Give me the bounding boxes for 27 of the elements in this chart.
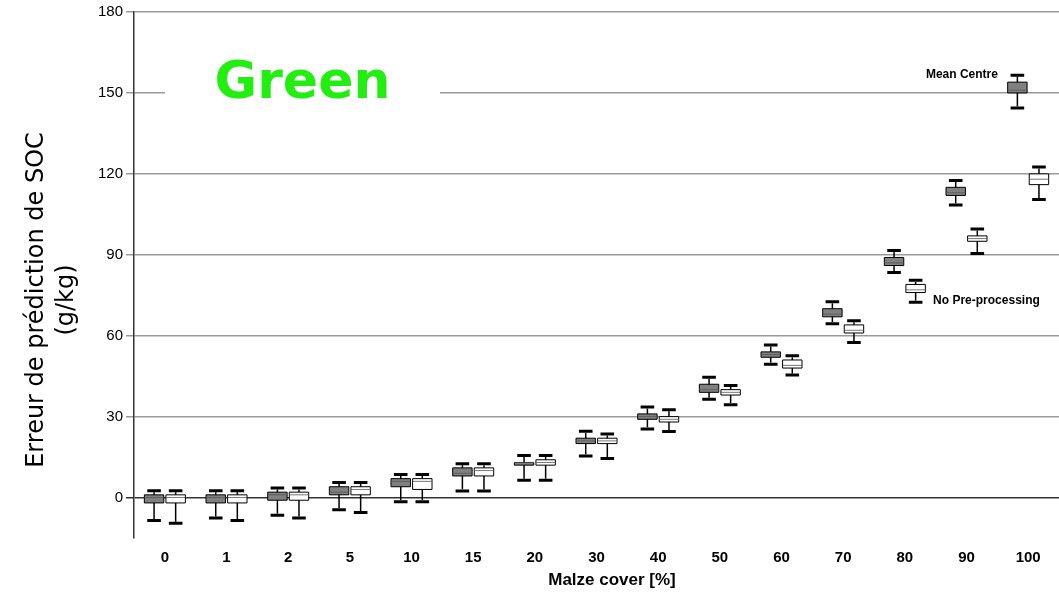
x-tick-label: 1 xyxy=(222,548,231,566)
x-tick-label: 30 xyxy=(588,548,605,566)
x-tick-label: 10 xyxy=(403,548,420,566)
text: Green xyxy=(165,40,440,120)
x-tick-label: 0 xyxy=(160,548,170,566)
x-tick-label: 20 xyxy=(526,548,544,566)
x-tick-label: 70 xyxy=(834,548,852,566)
x-axis-title: Malze cover [%] xyxy=(547,570,677,590)
y-tick-label: 90 xyxy=(106,244,124,262)
series-label: No Pre-processing xyxy=(933,292,1040,307)
x-tick-label: 60 xyxy=(773,548,790,566)
series-label: Mean Centre xyxy=(925,67,999,82)
y-tick-label: 30 xyxy=(106,406,124,424)
x-tick-label: 2 xyxy=(284,548,293,566)
x-tick-label: 15 xyxy=(464,548,482,566)
x-tick-label: 40 xyxy=(649,548,667,566)
y-tick-label: 150 xyxy=(98,83,124,101)
x-tick-label: 90 xyxy=(958,548,975,566)
x-tick-label: 80 xyxy=(896,548,914,566)
y-tick-label: 60 xyxy=(106,325,124,343)
y-tick-label: 120 xyxy=(98,163,124,181)
x-tick-label: 50 xyxy=(711,548,729,566)
x-tick-label: 100 xyxy=(1015,548,1041,566)
x-tick-label: 5 xyxy=(345,548,355,566)
y-axis-title: Erreur de prédiction de SOC (g/kg) xyxy=(20,131,80,470)
y-tick-label: 0 xyxy=(114,487,124,505)
y-tick-label: 180 xyxy=(98,2,124,20)
